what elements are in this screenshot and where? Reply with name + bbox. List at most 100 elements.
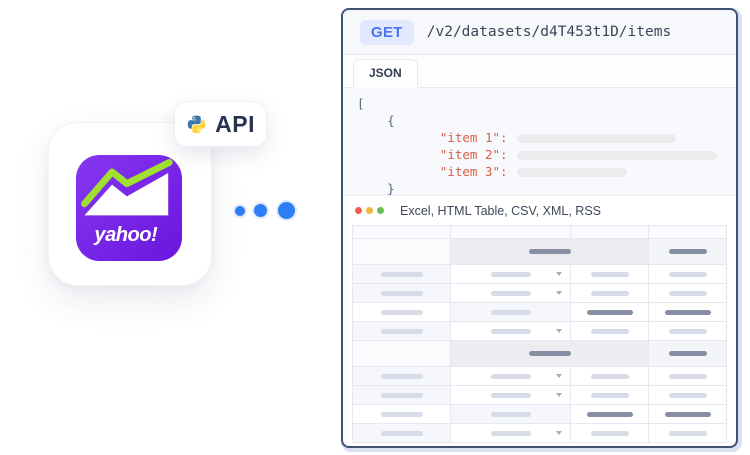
dropdown-caret-icon[interactable] [556,393,562,397]
table-cell [648,385,727,405]
table-cell [450,302,571,322]
table-row [352,366,727,386]
table-row [352,302,727,322]
table-cell [570,225,649,239]
placeholder-bar [668,373,707,379]
table-cell [450,225,571,239]
placeholder-bar [490,373,531,379]
placeholder-bar [668,271,707,277]
table-cell [352,423,451,443]
data-table [352,225,727,443]
placeholder-bar [668,249,707,254]
table-cell [352,340,451,367]
python-api-badge: API [174,101,267,147]
dropdown-caret-icon[interactable] [556,329,562,333]
export-formats-label: Excel, HTML Table, CSV, XML, RSS [400,203,602,218]
placeholder-bar [490,411,531,417]
api-request-panel: GET /v2/datasets/d4T453t1D/items JSON [ … [341,8,738,448]
placeholder-bar [590,328,629,334]
table-cell [648,366,727,386]
table-cell [648,264,727,284]
value-placeholder-bar [516,151,717,160]
placeholder-bar [490,392,531,398]
placeholder-bar [380,411,423,417]
placeholder-bar [490,290,531,296]
table-cell [648,404,727,424]
table-cell [450,366,571,386]
placeholder-bar [586,309,633,315]
response-tabstrip: JSON [343,55,736,88]
table-cell [450,238,649,265]
placeholder-bar [664,309,711,315]
table-cell [648,340,727,367]
table-row [352,264,727,284]
chart-mountain-shape [84,173,169,216]
table-cell [352,264,451,284]
placeholder-bar [586,411,633,417]
dropdown-caret-icon[interactable] [556,431,562,435]
table-cell [450,264,571,284]
table-group-header-row [352,238,727,265]
table-cell [352,225,451,239]
placeholder-bar [490,430,531,436]
placeholder-bar [664,411,711,417]
placeholder-bar [528,249,571,254]
dropdown-caret-icon[interactable] [556,291,562,295]
table-row [352,321,727,341]
json-key: "item 1": [439,130,508,145]
placeholder-bar [668,430,707,436]
code-line: "item 3": [357,163,736,180]
table-cell [570,404,649,424]
table-cell [352,302,451,322]
table-cell [352,385,451,405]
table-cell [352,366,451,386]
placeholder-bar [490,309,531,315]
placeholder-bar [380,328,423,334]
connector-dot [254,204,267,217]
value-placeholder-bar [516,134,676,143]
table-cell [450,321,571,341]
yahoo-wordmark: yahoo! [93,224,158,246]
table-cell [570,423,649,443]
placeholder-bar [380,392,423,398]
json-key: "item 2": [439,147,508,162]
tab-json[interactable]: JSON [353,59,418,88]
dropdown-caret-icon[interactable] [556,374,562,378]
chart-line [81,158,173,208]
table-cell [648,225,727,239]
placeholder-bar [590,290,629,296]
placeholder-bar [380,430,423,436]
placeholder-bar [380,373,423,379]
table-cell [352,238,451,265]
placeholder-bar [668,351,707,356]
table-cell [450,404,571,424]
python-icon [187,115,206,133]
table-cell [570,283,649,303]
table-cell [450,385,571,405]
table-cell [450,423,571,443]
placeholder-bar [590,392,629,398]
placeholder-bar [380,309,423,315]
table-cell [570,366,649,386]
table-cell [570,264,649,284]
json-key: "item 3": [439,164,508,179]
traffic-light-dot [377,207,384,214]
yahoo-finance-icon: yahoo! [76,155,182,261]
table-cell [648,423,727,443]
placeholder-bar [668,290,707,296]
request-url: /v2/datasets/d4T453t1D/items [426,24,672,40]
table-cell [648,302,727,322]
table-cell [570,302,649,322]
table-cell [352,283,451,303]
placeholder-bar [528,351,571,356]
placeholder-bar [490,271,531,277]
table-row [352,423,727,443]
placeholder-bar [590,373,629,379]
placeholder-bar [380,290,423,296]
code-line: } [357,181,395,196]
json-response-preview: [ { "item 1": "item 2": "item 3": } [343,88,736,196]
dropdown-caret-icon[interactable] [556,272,562,276]
connector-dot [278,202,295,219]
placeholder-bar [668,392,707,398]
http-method-badge: GET [360,19,414,45]
